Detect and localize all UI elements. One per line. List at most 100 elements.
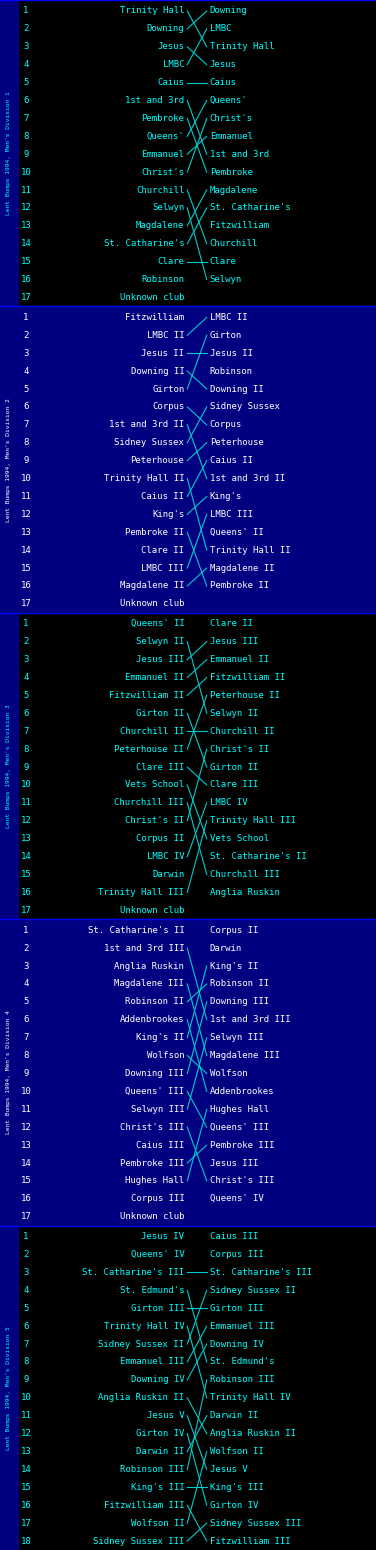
Text: Emmanuel II: Emmanuel II [125, 673, 184, 682]
Text: 7: 7 [23, 727, 29, 736]
Text: 8: 8 [23, 1358, 29, 1367]
Text: Girton II: Girton II [210, 763, 258, 772]
Text: Corpus II: Corpus II [136, 834, 184, 843]
Text: Vets School: Vets School [125, 781, 184, 789]
Bar [18, 0, 376, 307]
Text: 16: 16 [21, 1195, 31, 1203]
Text: Jesus III: Jesus III [210, 1158, 258, 1167]
Text: 16: 16 [21, 274, 31, 284]
Text: Girton IV: Girton IV [136, 1429, 184, 1438]
Text: 7: 7 [23, 1034, 29, 1042]
Text: Downing IV: Downing IV [210, 1339, 264, 1348]
Text: Caius II: Caius II [210, 456, 253, 465]
Bar [0, 612, 18, 919]
Text: Lent Bumps 1994, Men's Division 1: Lent Bumps 1994, Men's Division 1 [6, 91, 12, 215]
Text: 9: 9 [23, 1070, 29, 1077]
Text: Fitzwilliam: Fitzwilliam [210, 222, 269, 231]
Text: 1: 1 [23, 620, 29, 628]
Text: Magdalene III: Magdalene III [210, 1051, 280, 1060]
Text: Wolfson: Wolfson [210, 1070, 247, 1077]
Text: 9: 9 [23, 1375, 29, 1384]
Text: Addenbrookes: Addenbrookes [210, 1087, 274, 1096]
Text: King's: King's [210, 491, 242, 501]
Text: St. Edmund's: St. Edmund's [210, 1358, 274, 1367]
Text: 16: 16 [21, 581, 31, 591]
Text: Selwyn: Selwyn [210, 274, 242, 284]
Text: Downing: Downing [210, 6, 247, 16]
Text: 11: 11 [21, 1410, 31, 1420]
Text: 11: 11 [21, 186, 31, 194]
Text: 4: 4 [23, 1286, 29, 1294]
Text: Emmanuel: Emmanuel [141, 150, 184, 158]
Text: Sidney Sussex II: Sidney Sussex II [210, 1286, 296, 1294]
Text: 2: 2 [23, 330, 29, 339]
Bar [0, 307, 18, 612]
Text: Wolfson II: Wolfson II [130, 1519, 184, 1528]
Text: Christ's II: Christ's II [210, 744, 269, 753]
Text: Hughes Hall: Hughes Hall [210, 1105, 269, 1114]
Text: 15: 15 [21, 257, 31, 267]
Text: Selwyn: Selwyn [152, 203, 184, 212]
Text: Robinson III: Robinson III [210, 1375, 274, 1384]
Text: Clare: Clare [158, 257, 184, 267]
Text: Peterhouse II: Peterhouse II [210, 691, 280, 701]
Text: Christ's III: Christ's III [120, 1122, 184, 1132]
Text: 7: 7 [23, 113, 29, 122]
Text: Robinson III: Robinson III [120, 1465, 184, 1474]
Text: 15: 15 [21, 1483, 31, 1491]
Text: Emmanuel II: Emmanuel II [210, 656, 269, 663]
Text: Trinity Hall II: Trinity Hall II [210, 546, 290, 555]
Text: St. Edmund's: St. Edmund's [120, 1286, 184, 1294]
Text: LMBC III: LMBC III [210, 510, 253, 519]
Text: Fitzwilliam II: Fitzwilliam II [210, 673, 285, 682]
Text: Emmanuel III: Emmanuel III [120, 1358, 184, 1367]
Text: 8: 8 [23, 1051, 29, 1060]
Text: Peterhouse: Peterhouse [210, 439, 264, 448]
Text: Darwin II: Darwin II [136, 1448, 184, 1455]
Text: Trinity Hall III: Trinity Hall III [98, 888, 184, 897]
Text: Churchill II: Churchill II [210, 727, 274, 736]
Text: Clare II: Clare II [210, 620, 253, 628]
Text: St. Catharine's III: St. Catharine's III [82, 1268, 184, 1277]
Text: Churchill: Churchill [136, 186, 184, 194]
Text: Corpus: Corpus [210, 420, 242, 429]
Text: Queens' II: Queens' II [210, 527, 264, 536]
Text: Darwin: Darwin [210, 944, 242, 953]
Text: Downing II: Downing II [130, 367, 184, 375]
Text: 13: 13 [21, 1448, 31, 1455]
Text: Queens' IV: Queens' IV [130, 1249, 184, 1259]
Text: 17: 17 [21, 1212, 31, 1221]
Text: 12: 12 [21, 203, 31, 212]
Text: 1: 1 [23, 925, 29, 935]
Text: 10: 10 [21, 474, 31, 484]
Text: Wolfson: Wolfson [147, 1051, 184, 1060]
Text: LMBC II: LMBC II [147, 330, 184, 339]
Text: Fitzwilliam III: Fitzwilliam III [104, 1500, 184, 1510]
Text: Lent Bumps 1994, Men's Division 2: Lent Bumps 1994, Men's Division 2 [6, 398, 12, 521]
Text: 1st and 3rd II: 1st and 3rd II [109, 420, 184, 429]
Text: Magdalene II: Magdalene II [210, 564, 274, 572]
Text: 1st and 3rd: 1st and 3rd [125, 96, 184, 105]
Text: King's III: King's III [130, 1483, 184, 1491]
Text: Girton III: Girton III [210, 1304, 264, 1313]
Text: Unknown club: Unknown club [120, 293, 184, 302]
Text: 12: 12 [21, 510, 31, 519]
Text: Trinity Hall II: Trinity Hall II [104, 474, 184, 484]
Text: Pembroke II: Pembroke II [125, 527, 184, 536]
Text: King's III: King's III [210, 1483, 264, 1491]
Text: 17: 17 [21, 905, 31, 914]
Text: Girton: Girton [210, 330, 242, 339]
Text: 16: 16 [21, 888, 31, 897]
Text: 15: 15 [21, 870, 31, 879]
Text: St. Catharine's III: St. Catharine's III [210, 1268, 312, 1277]
Text: 6: 6 [23, 403, 29, 411]
Text: LMBC IV: LMBC IV [210, 798, 247, 808]
Text: 10: 10 [21, 167, 31, 177]
Text: LMBC: LMBC [163, 60, 184, 70]
Text: 1st and 3rd II: 1st and 3rd II [210, 474, 285, 484]
Text: St. Catharine's: St. Catharine's [210, 203, 290, 212]
Text: Queens' IV: Queens' IV [210, 1195, 264, 1203]
Text: Jesus II: Jesus II [141, 349, 184, 358]
Text: Christ's: Christ's [210, 113, 253, 122]
Text: 12: 12 [21, 1429, 31, 1438]
